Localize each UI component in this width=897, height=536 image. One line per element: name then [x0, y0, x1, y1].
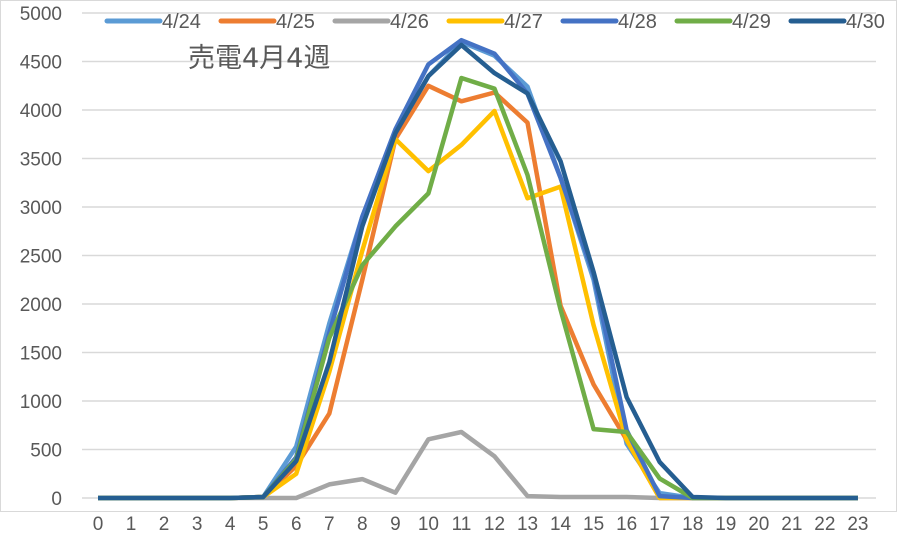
- legend-label: 4/24: [162, 11, 201, 33]
- x-axis-ticks: 0 1 2 3 4 5 6 7 8 9 10 11 12 13 14 15 16 17 18 19 20 21 22 23: [93, 514, 869, 535]
- x-tick-label: 6: [291, 514, 302, 535]
- series-line-4-28: [98, 37, 858, 501]
- x-tick-label: 18: [682, 514, 703, 535]
- series-line-4-25: [98, 83, 858, 501]
- x-tick-label: 20: [748, 514, 769, 535]
- x-tick-label: 0: [93, 514, 104, 535]
- y-tick-label: 500: [30, 441, 62, 462]
- x-tick-label: 16: [616, 514, 637, 535]
- y-tick-label: 2500: [20, 247, 62, 268]
- legend: 4/24 4/25 4/26 4/27 4/28 4/29 4/30: [104, 11, 885, 33]
- y-tick-label: 4500: [20, 53, 62, 74]
- series-line-4-26: [98, 429, 858, 501]
- y-tick-label: 1500: [20, 344, 62, 365]
- legend-label: 4/28: [618, 11, 657, 33]
- series-lines: [98, 37, 858, 501]
- x-tick-label: 2: [159, 514, 170, 535]
- y-tick-label: 1000: [20, 392, 62, 413]
- x-tick-label: 17: [649, 514, 670, 535]
- y-tick-label: 5000: [20, 4, 62, 25]
- x-tick-label: 21: [781, 514, 802, 535]
- legend-item-4-24[interactable]: 4/24: [104, 11, 201, 33]
- x-tick-label: 19: [715, 514, 736, 535]
- x-tick-label: 13: [517, 514, 538, 535]
- legend-item-4-27[interactable]: 4/27: [446, 11, 543, 33]
- x-tick-label: 3: [192, 514, 203, 535]
- x-tick-label: 1: [126, 514, 137, 535]
- legend-label: 4/30: [846, 11, 885, 33]
- legend-item-4-29[interactable]: 4/29: [674, 11, 771, 33]
- legend-label: 4/26: [390, 11, 429, 33]
- x-tick-label: 7: [324, 514, 335, 535]
- series-line-4-29: [98, 75, 858, 501]
- legend-label: 4/29: [732, 11, 771, 33]
- legend-item-4-25[interactable]: 4/25: [218, 11, 315, 33]
- legend-item-4-26[interactable]: 4/26: [332, 11, 429, 33]
- x-tick-label: 8: [357, 514, 368, 535]
- y-tick-label: 0: [51, 489, 62, 510]
- x-tick-label: 4: [225, 514, 236, 535]
- y-tick-label: 3000: [20, 198, 62, 219]
- legend-label: 4/27: [504, 11, 543, 33]
- legend-item-4-30[interactable]: 4/30: [788, 11, 885, 33]
- y-tick-label: 2000: [20, 295, 62, 316]
- y-tick-label: 4000: [20, 101, 62, 122]
- chart-title: 売電4月4週: [188, 43, 330, 74]
- x-tick-label: 5: [258, 514, 269, 535]
- x-tick-label: 11: [452, 514, 472, 535]
- x-tick-label: 22: [814, 514, 835, 535]
- x-tick-label: 14: [550, 514, 572, 535]
- y-tick-label: 3500: [20, 150, 62, 171]
- x-tick-label: 12: [484, 514, 505, 535]
- legend-label: 4/25: [276, 11, 315, 33]
- x-tick-label: 15: [583, 514, 604, 535]
- x-tick-label: 23: [847, 514, 868, 535]
- x-tick-label: 10: [418, 514, 439, 535]
- y-axis-ticks: 0 500 1000 1500 2000 2500 3000 3500 4000 4500 5000: [20, 4, 62, 510]
- series-line-4-30: [98, 42, 858, 501]
- x-tick-label: 9: [390, 514, 401, 535]
- legend-item-4-28[interactable]: 4/28: [560, 11, 657, 33]
